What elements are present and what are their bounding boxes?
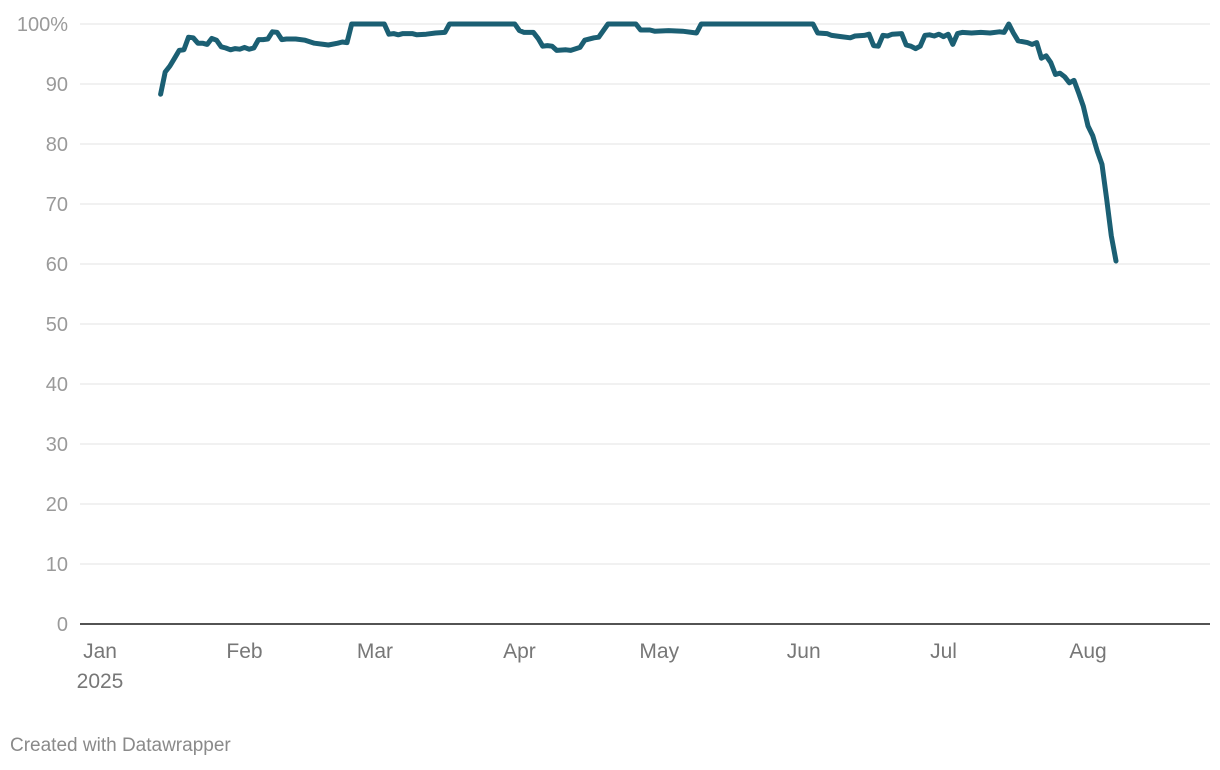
x-tick-label-apr: Apr xyxy=(503,640,536,663)
x-tick-label-jan: Jan xyxy=(83,640,117,663)
y-tick-label-10: 10 xyxy=(46,554,68,576)
y-tick-label-30: 30 xyxy=(46,434,68,456)
series-line-0 xyxy=(158,21,1119,264)
y-tick-label-40: 40 xyxy=(46,374,68,396)
y-tick-label-90: 90 xyxy=(46,74,68,96)
y-tick-label-80: 80 xyxy=(46,134,68,156)
x-tick-label-jul: Jul xyxy=(930,640,957,663)
gridlines xyxy=(80,23,1210,625)
x-tick-label-aug: Aug xyxy=(1069,640,1106,663)
x-tick-label-may: May xyxy=(639,640,679,663)
y-tick-label-20: 20 xyxy=(46,494,68,516)
x-tick-label-jun: Jun xyxy=(787,640,821,663)
y-tick-label-100: 100% xyxy=(17,14,68,36)
series-lines xyxy=(158,21,1119,264)
x-tick-sublabel-year: 2025 xyxy=(77,670,124,693)
x-tick-label-mar: Mar xyxy=(357,640,393,663)
datawrapper-credit: Created with Datawrapper xyxy=(10,735,231,756)
y-tick-label-60: 60 xyxy=(46,254,68,276)
y-tick-label-70: 70 xyxy=(46,194,68,216)
x-axis-tick-labels: Jan 2025 Feb Mar Apr May Jun Jul Aug xyxy=(77,640,1107,693)
y-axis-tick-labels: 0 10 20 30 40 50 60 70 80 90 100% xyxy=(17,14,68,636)
x-tick-label-feb: Feb xyxy=(226,640,262,663)
y-tick-label-50: 50 xyxy=(46,314,68,336)
y-tick-label-0: 0 xyxy=(57,614,68,636)
